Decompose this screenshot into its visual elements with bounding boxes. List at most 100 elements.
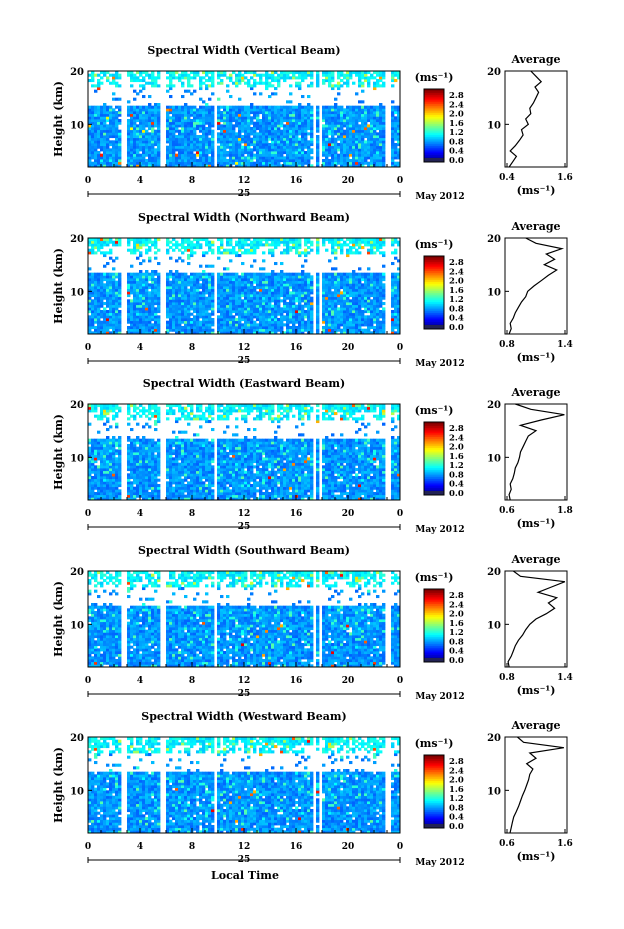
heatmap-cell <box>97 114 100 117</box>
heatmap-cell <box>364 315 367 318</box>
heatmap-cell <box>211 305 214 308</box>
heatmap-cell <box>391 124 394 127</box>
heatmap-cell <box>169 140 172 143</box>
heatmap-cell <box>157 321 160 324</box>
heatmap-cell <box>337 116 340 119</box>
heatmap-cell <box>310 315 313 318</box>
heatmap-cell <box>394 108 397 111</box>
heatmap-cell <box>301 138 304 141</box>
heatmap-cell <box>226 294 229 297</box>
heatmap-cell <box>271 289 274 292</box>
heatmap-cell <box>151 114 154 117</box>
heatmap-cell <box>100 124 103 127</box>
heatmap-cell <box>175 143 178 146</box>
heatmap-cell <box>265 151 268 154</box>
heatmap-cell <box>187 289 190 292</box>
heatmap-cell <box>178 278 181 281</box>
heatmap-cell <box>130 307 133 310</box>
heatmap-cell <box>274 241 277 244</box>
heatmap-cell <box>103 291 106 294</box>
heatmap-cell <box>349 305 352 308</box>
heatmap-cell <box>190 154 193 157</box>
heatmap-cell <box>373 313 376 316</box>
heatmap-cell <box>286 108 289 111</box>
heatmap-cell <box>277 273 280 276</box>
heatmap-cell <box>220 130 223 133</box>
heatmap-cell <box>394 132 397 135</box>
heatmap-cell <box>391 119 394 122</box>
heatmap-cell <box>130 286 133 289</box>
heatmap-cell <box>268 249 271 252</box>
heatmap-cell <box>301 289 304 292</box>
heatmap-cell <box>172 127 175 130</box>
heatmap-cell <box>361 111 364 114</box>
heatmap-cell <box>190 291 193 294</box>
heatmap-cell <box>88 267 91 270</box>
heatmap-cell <box>304 116 307 119</box>
heatmap-cell <box>175 307 178 310</box>
heatmap-cell <box>238 159 241 162</box>
heatmap-cell <box>361 114 364 117</box>
heatmap-cell <box>301 76 304 79</box>
heatmap-cell <box>205 323 208 326</box>
heatmap-cell <box>226 299 229 302</box>
heatmap-cell <box>250 132 253 135</box>
heatmap-cell <box>148 315 151 318</box>
heatmap-cell <box>334 315 337 318</box>
heatmap-cell <box>196 289 199 292</box>
heatmap-cell <box>157 74 160 77</box>
heatmap-cell <box>127 132 130 135</box>
heatmap-cell <box>331 162 334 165</box>
heatmap-cell <box>304 159 307 162</box>
heatmap-cell <box>307 305 310 308</box>
heatmap-cell <box>142 310 145 313</box>
heatmap-cell <box>199 329 202 332</box>
heatmap-cell <box>304 241 307 244</box>
heatmap-cell <box>268 315 271 318</box>
heatmap-cell <box>154 323 157 326</box>
heatmap-cell <box>358 310 361 313</box>
heatmap-cell <box>346 116 349 119</box>
heatmap-cell <box>220 114 223 117</box>
heatmap-cell <box>292 146 295 149</box>
heatmap-cell <box>286 106 289 109</box>
heatmap-cell <box>139 90 142 93</box>
heatmap-cell <box>88 151 91 154</box>
heatmap-cell <box>112 111 115 114</box>
heatmap-cell <box>250 299 253 302</box>
heatmap-cell <box>337 302 340 305</box>
heatmap-cell <box>295 310 298 313</box>
heatmap-cell <box>232 318 235 321</box>
heatmap-cell <box>253 127 256 130</box>
heatmap-cell <box>247 249 250 252</box>
heatmap-cell <box>337 119 340 122</box>
heatmap-cell <box>226 114 229 117</box>
heatmap-cell <box>211 249 214 252</box>
heatmap-cell <box>145 132 148 135</box>
heatmap-cell <box>157 103 160 106</box>
heatmap-cell <box>355 297 358 300</box>
heatmap-cell <box>127 307 130 310</box>
heatmap-cell <box>91 114 94 117</box>
heatmap-cell <box>193 251 196 254</box>
heatmap-cell <box>235 116 238 119</box>
heatmap-cell <box>289 278 292 281</box>
heatmap-cell <box>298 289 301 292</box>
heatmap-cell <box>148 140 151 143</box>
heatmap-cell <box>325 323 328 326</box>
heatmap-cell <box>322 294 325 297</box>
heatmap-cell <box>235 79 238 82</box>
heatmap-cell <box>301 299 304 302</box>
heatmap-cell <box>322 108 325 111</box>
heatmap-cell <box>265 294 268 297</box>
heatmap-cell <box>376 140 379 143</box>
heatmap-cell <box>190 111 193 114</box>
heatmap-cell <box>328 318 331 321</box>
heatmap-cell <box>241 111 244 114</box>
heatmap-cell <box>259 124 262 127</box>
heatmap-cell <box>298 243 301 246</box>
heatmap-cell <box>190 283 193 286</box>
heatmap-cell <box>238 299 241 302</box>
heatmap-cell <box>274 289 277 292</box>
heatmap-cell <box>208 318 211 321</box>
